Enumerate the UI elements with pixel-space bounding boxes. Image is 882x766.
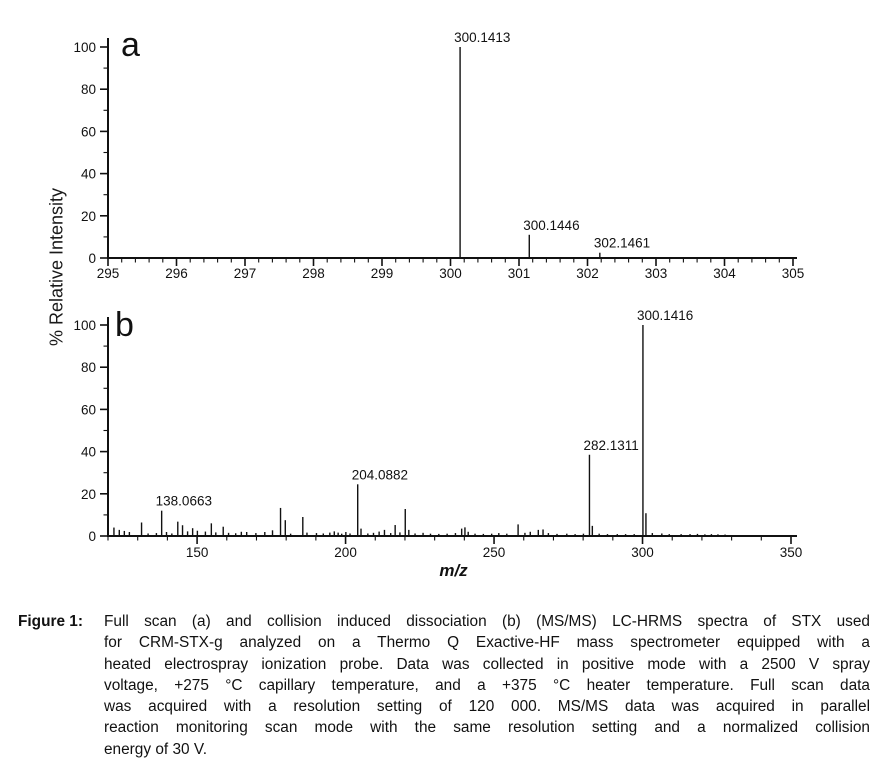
y-tick-label: 20 (81, 487, 96, 502)
y-tick-label: 40 (81, 167, 96, 182)
x-tick-label: 305 (782, 266, 805, 281)
y-tick-label: 100 (73, 40, 96, 55)
x-tick-label: 304 (713, 266, 736, 281)
caption-line: reaction monitoring scan mode with the s… (104, 719, 870, 737)
x-tick-label: 298 (302, 266, 325, 281)
y-tick-label: 80 (81, 82, 96, 97)
peak-label: 300.1416 (637, 308, 693, 323)
caption-line: voltage, +275 °C capillary temperature, … (104, 676, 870, 694)
x-tick-label: 295 (97, 266, 120, 281)
y-tick-label: 80 (81, 360, 96, 375)
peak-label: 138.0663 (156, 494, 212, 509)
caption-text: Full scan (a) and collision induced diss… (104, 611, 870, 760)
y-tick-label: 20 (81, 209, 96, 224)
panel-label: a (121, 26, 140, 64)
x-tick-label: 301 (508, 266, 531, 281)
y-tick-label: 0 (88, 251, 96, 266)
x-tick-label: 297 (234, 266, 257, 281)
y-tick-label: 100 (73, 318, 96, 333)
caption-line: for CRM-STX-g analyzed on a Thermo Q Exa… (104, 634, 870, 652)
x-tick-label: 296 (165, 266, 188, 281)
y-axis-title: % Relative Intensity (46, 187, 67, 347)
x-tick-label: 300 (631, 545, 654, 560)
peak-label: 282.1311 (583, 438, 638, 453)
caption-label: Figure 1: (18, 613, 83, 630)
y-tick-label: 60 (81, 402, 96, 417)
peak-label: 302.1461 (594, 236, 650, 251)
x-tick-label: 150 (186, 545, 209, 560)
x-tick-label: 350 (780, 545, 803, 560)
caption-line: was acquired with a resolution setting o… (104, 698, 870, 716)
x-tick-label: 300 (439, 266, 462, 281)
caption-line: heated electrospray ionization probe. Da… (104, 655, 870, 673)
peak-label: 300.1413 (454, 30, 510, 45)
y-tick-label: 60 (81, 124, 96, 139)
x-tick-label: 302 (576, 266, 599, 281)
x-tick-label: 299 (371, 266, 394, 281)
panel-label: b (115, 306, 134, 344)
peak-label: 204.0882 (352, 467, 408, 482)
mass-spectra-chart: 295 296 297 298 299 300 301 302 303 304 305 0 20 40 60… (73, 26, 805, 580)
caption-line: Full scan (a) and collision induced diss… (104, 613, 870, 630)
figure-caption: Figure 1: Full scan (a) and collision in… (18, 611, 870, 760)
x-tick-label: 303 (645, 266, 668, 281)
y-tick-label: 0 (88, 529, 96, 544)
peak-label: 300.1446 (523, 218, 579, 233)
caption-line: energy of 30 V. (104, 740, 207, 758)
x-axis-title: m/z (439, 561, 468, 580)
y-tick-label: 40 (81, 445, 96, 460)
x-tick-label: 250 (483, 545, 506, 560)
x-tick-label: 200 (334, 545, 357, 560)
